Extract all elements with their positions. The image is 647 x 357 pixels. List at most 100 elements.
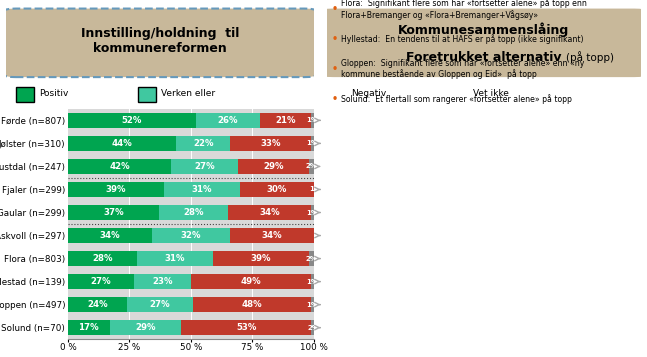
Bar bbox=[68, 159, 171, 174]
Bar bbox=[68, 321, 110, 335]
Bar bbox=[314, 182, 316, 197]
Text: 28%: 28% bbox=[92, 254, 113, 263]
Text: •: • bbox=[331, 34, 338, 44]
Text: Flora:  Signifikant flere som har «fortsetter alene» på topp enn
Flora+Bremanger: Flora: Signifikant flere som har «fortse… bbox=[341, 0, 587, 20]
Text: 1%: 1% bbox=[307, 210, 318, 216]
Bar bbox=[311, 113, 314, 127]
Text: 29%: 29% bbox=[135, 323, 156, 332]
Bar bbox=[191, 275, 311, 289]
Text: 49%: 49% bbox=[241, 277, 261, 286]
Text: 2%: 2% bbox=[305, 164, 317, 170]
Text: 21%: 21% bbox=[275, 116, 296, 125]
Text: 27%: 27% bbox=[194, 162, 215, 171]
Text: 34%: 34% bbox=[100, 231, 120, 240]
Bar bbox=[68, 251, 137, 266]
Bar bbox=[309, 251, 314, 266]
Text: 26%: 26% bbox=[217, 116, 238, 125]
Bar bbox=[171, 159, 237, 174]
Text: 30%: 30% bbox=[267, 185, 287, 194]
Bar bbox=[311, 321, 316, 335]
Text: Negativ: Negativ bbox=[351, 89, 386, 98]
FancyBboxPatch shape bbox=[328, 87, 346, 102]
Text: •: • bbox=[331, 94, 338, 104]
Bar bbox=[68, 205, 159, 220]
Text: 1%: 1% bbox=[309, 186, 321, 192]
Text: 52%: 52% bbox=[122, 116, 142, 125]
Text: 1%: 1% bbox=[307, 140, 318, 146]
Bar bbox=[68, 275, 135, 289]
Text: Solund:  Et flertall som rangerer «fortsetter alene» på topp: Solund: Et flertall som rangerer «fortse… bbox=[341, 94, 572, 104]
Text: 34%: 34% bbox=[259, 208, 280, 217]
Bar bbox=[311, 205, 314, 220]
Bar bbox=[68, 297, 127, 312]
Text: (på topp): (på topp) bbox=[566, 51, 614, 63]
Text: 1%: 1% bbox=[307, 302, 318, 308]
Bar bbox=[127, 297, 193, 312]
Text: 2%: 2% bbox=[305, 256, 317, 262]
FancyBboxPatch shape bbox=[450, 87, 468, 102]
Bar bbox=[68, 182, 164, 197]
Text: Hyllestad:  En tendens til at HAFS er på topp (ikke signifikant): Hyllestad: En tendens til at HAFS er på … bbox=[341, 34, 584, 44]
Bar bbox=[151, 228, 230, 243]
Text: 17%: 17% bbox=[78, 323, 99, 332]
Bar bbox=[311, 136, 314, 151]
Bar bbox=[193, 297, 311, 312]
Text: 39%: 39% bbox=[105, 185, 126, 194]
Text: 28%: 28% bbox=[183, 208, 204, 217]
Text: 33%: 33% bbox=[261, 139, 281, 148]
Text: Kommunesammenslåing: Kommunesammenslåing bbox=[398, 23, 569, 37]
Text: 27%: 27% bbox=[91, 277, 111, 286]
FancyBboxPatch shape bbox=[16, 87, 34, 102]
Text: 53%: 53% bbox=[236, 323, 256, 332]
Text: 31%: 31% bbox=[192, 185, 212, 194]
Text: 23%: 23% bbox=[152, 277, 173, 286]
Bar bbox=[237, 159, 309, 174]
Text: •: • bbox=[331, 64, 338, 74]
Text: Innstilling/holdning  til
kommunereformen: Innstilling/holdning til kommunereformen bbox=[81, 27, 239, 55]
Bar bbox=[240, 182, 314, 197]
Text: Vet ikke: Vet ikke bbox=[473, 89, 509, 98]
Text: Verken eller: Verken eller bbox=[160, 89, 215, 98]
Text: 1%: 1% bbox=[307, 117, 318, 124]
Text: 31%: 31% bbox=[164, 254, 185, 263]
Text: 37%: 37% bbox=[103, 208, 124, 217]
Text: Positiv: Positiv bbox=[39, 89, 68, 98]
Text: Gloppen:  Signifikant flere som har «fortsetter alene» enn «ny
kommune bestående: Gloppen: Signifikant flere som har «fort… bbox=[341, 59, 584, 79]
Bar bbox=[68, 228, 151, 243]
Text: 42%: 42% bbox=[109, 162, 130, 171]
Text: 44%: 44% bbox=[112, 139, 133, 148]
Bar bbox=[110, 321, 181, 335]
Bar bbox=[228, 205, 311, 220]
Bar bbox=[135, 275, 191, 289]
Text: 2%: 2% bbox=[308, 325, 320, 331]
Text: 22%: 22% bbox=[193, 139, 214, 148]
Bar bbox=[137, 251, 213, 266]
Text: 34%: 34% bbox=[261, 231, 282, 240]
Bar bbox=[196, 113, 259, 127]
Text: 32%: 32% bbox=[181, 231, 201, 240]
FancyBboxPatch shape bbox=[320, 9, 647, 77]
Bar bbox=[68, 136, 176, 151]
Bar bbox=[181, 321, 311, 335]
Text: 27%: 27% bbox=[150, 300, 170, 309]
Bar bbox=[311, 275, 314, 289]
Bar bbox=[164, 182, 240, 197]
Bar bbox=[68, 113, 196, 127]
Text: Foretrukket alternativ: Foretrukket alternativ bbox=[406, 51, 562, 64]
Bar bbox=[230, 228, 314, 243]
Bar bbox=[259, 113, 311, 127]
Text: 1%: 1% bbox=[307, 278, 318, 285]
Text: 24%: 24% bbox=[87, 300, 108, 309]
Bar bbox=[213, 251, 309, 266]
Bar bbox=[309, 159, 314, 174]
FancyBboxPatch shape bbox=[138, 87, 156, 102]
Text: •: • bbox=[331, 4, 338, 14]
Text: 29%: 29% bbox=[263, 162, 283, 171]
Text: 39%: 39% bbox=[250, 254, 271, 263]
FancyBboxPatch shape bbox=[3, 9, 317, 77]
Bar bbox=[176, 136, 230, 151]
Bar bbox=[230, 136, 311, 151]
Text: 48%: 48% bbox=[242, 300, 263, 309]
Bar bbox=[311, 297, 314, 312]
Bar bbox=[159, 205, 228, 220]
